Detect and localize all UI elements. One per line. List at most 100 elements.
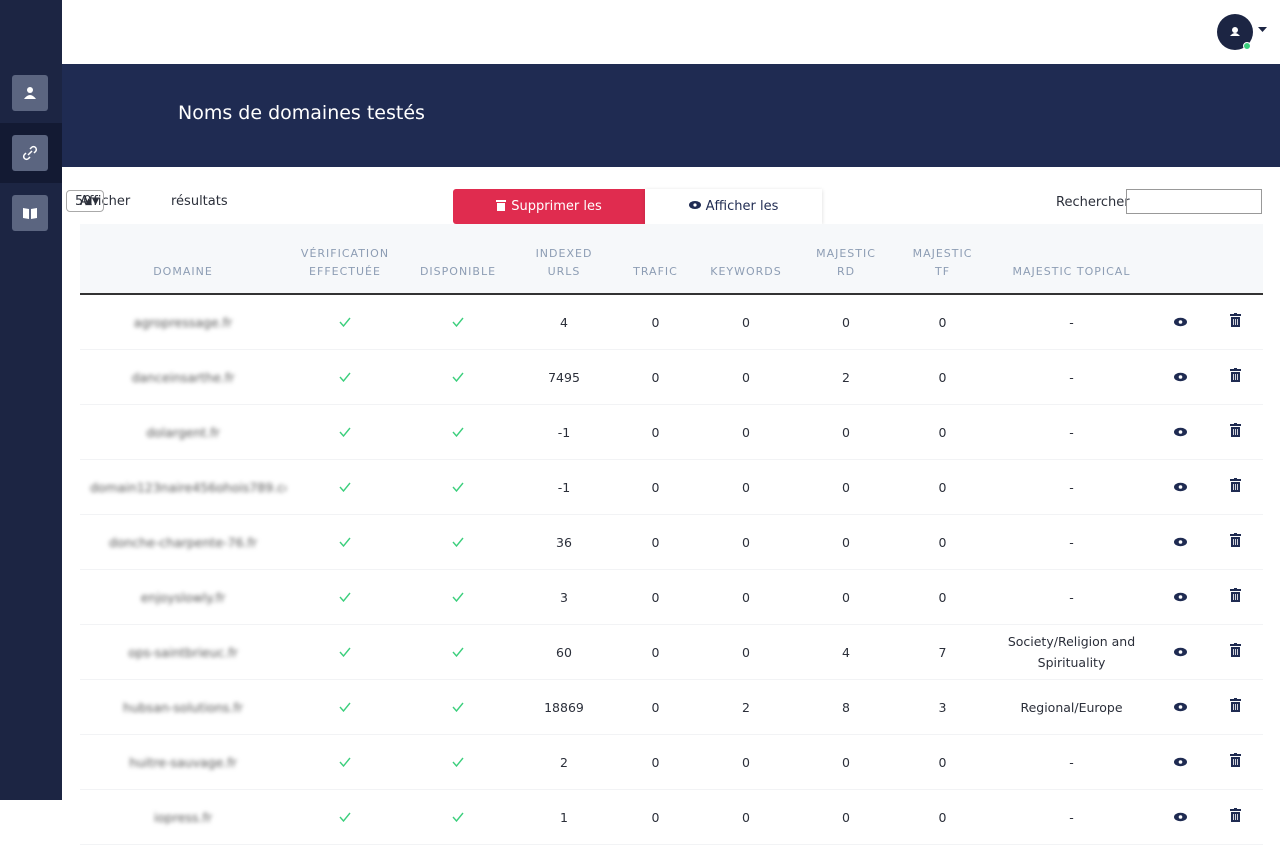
trafic-cell: 0 <box>616 679 695 735</box>
keywords-cell: 0 <box>695 349 797 405</box>
delete-button[interactable] <box>1208 514 1263 570</box>
topical-cell: Society/Religion and Spirituality <box>990 624 1153 680</box>
rd-cell: 8 <box>797 679 895 735</box>
user-avatar[interactable] <box>1217 14 1253 50</box>
tf-cell: 0 <box>895 569 990 625</box>
check-icon <box>452 537 464 547</box>
trash-icon <box>1230 697 1241 712</box>
topical-cell: - <box>990 404 1153 460</box>
domain-cell: enjoyslowly.fr <box>80 569 286 625</box>
tf-cell: 0 <box>895 349 990 405</box>
verified-cell <box>286 679 404 735</box>
view-button[interactable] <box>1153 569 1208 625</box>
verified-cell <box>286 349 404 405</box>
tf-cell: 0 <box>895 514 990 570</box>
page-title: Noms de domaines testés <box>178 102 425 124</box>
eye-icon <box>1174 317 1187 326</box>
table-row: enjoyslowly.fr 3 0 0 0 0- <box>80 569 1263 625</box>
view-button[interactable] <box>1153 349 1208 405</box>
domain-cell: danceinsarthe.fr <box>80 349 286 405</box>
table-row: donche-charpente-76.fr 36 0 0 0 0- <box>80 514 1263 570</box>
search-input[interactable] <box>1126 189 1262 214</box>
eye-icon <box>1174 372 1187 381</box>
column-header: TRAFIC <box>616 224 695 295</box>
indexed-cell: 4 <box>512 294 616 350</box>
view-button[interactable] <box>1153 624 1208 680</box>
table-body: agropressage.fr 4 0 0 0 0- danceinsarthe.fr 749… <box>80 294 1263 845</box>
rd-cell: 2 <box>797 349 895 405</box>
select-arrows: ▲▼ <box>85 197 99 207</box>
view-button[interactable] <box>1153 404 1208 460</box>
link-nav[interactable] <box>12 135 48 171</box>
verified-cell <box>286 404 404 460</box>
available-cell <box>404 404 512 460</box>
tf-cell: 3 <box>895 679 990 735</box>
verified-cell <box>286 514 404 570</box>
topical-cell: - <box>990 569 1153 625</box>
column-header: VÉRIFICATION EFFECTUÉE <box>286 224 404 295</box>
indexed-cell: 2 <box>512 734 616 790</box>
keywords-cell: 0 <box>695 514 797 570</box>
check-icon <box>339 317 351 327</box>
delete-button[interactable] <box>1208 349 1263 405</box>
check-icon <box>452 702 464 712</box>
user-nav[interactable] <box>12 75 48 111</box>
delete-button[interactable] <box>1208 294 1263 350</box>
view-button[interactable] <box>1153 294 1208 350</box>
indexed-cell: 1 <box>512 789 616 845</box>
check-icon <box>339 757 351 767</box>
avatar-icon <box>1230 27 1251 50</box>
verified-cell <box>286 734 404 790</box>
topical-cell: Regional/Europe <box>990 679 1153 735</box>
check-icon <box>452 317 464 327</box>
results-label: résultats <box>171 194 228 209</box>
verified-cell <box>286 789 404 845</box>
column-header: DOMAINE <box>80 224 286 295</box>
book-nav[interactable] <box>12 195 48 231</box>
show-unavailable-button[interactable]: Afficher les indisponibles <box>645 189 822 249</box>
delete-button[interactable] <box>1208 404 1263 460</box>
check-icon <box>339 537 351 547</box>
delete-button[interactable] <box>1208 459 1263 515</box>
table-row: iopress.fr 1 0 0 0 0- <box>80 789 1263 845</box>
view-button[interactable] <box>1153 514 1208 570</box>
available-cell <box>404 624 512 680</box>
domains-table: DOMAINE VÉRIFICATION EFFECTUÉE DISPONIBLE I… <box>80 224 1263 845</box>
eye-icon <box>1174 537 1187 546</box>
delete-button[interactable] <box>1208 734 1263 790</box>
check-icon <box>339 647 351 657</box>
eye-icon <box>1174 757 1187 766</box>
trash-icon <box>1230 477 1241 492</box>
trash-icon <box>1230 807 1241 822</box>
keywords-cell: 2 <box>695 679 797 735</box>
delete-button[interactable] <box>1208 624 1263 680</box>
keywords-cell: 0 <box>695 404 797 460</box>
domain-cell: donche-charpente-76.fr <box>80 514 286 570</box>
delete-unavailable-button[interactable]: Supprimer les indisponibles <box>453 189 645 249</box>
delete-button[interactable] <box>1208 679 1263 735</box>
tf-cell: 7 <box>895 624 990 680</box>
rd-cell: 0 <box>797 734 895 790</box>
available-cell <box>404 789 512 845</box>
view-button[interactable] <box>1153 734 1208 790</box>
trafic-cell: 0 <box>616 294 695 350</box>
trafic-cell: 0 <box>616 789 695 845</box>
check-icon <box>339 812 351 822</box>
check-icon <box>452 592 464 602</box>
page-size-select[interactable]: 50 ▲▼ <box>66 190 104 212</box>
domain-cell: dolargent.fr <box>80 404 286 460</box>
view-button[interactable] <box>1153 679 1208 735</box>
table-row: ops-saintbrieuc.fr 60 0 0 4 7 Society/Religion… <box>80 624 1263 680</box>
available-cell <box>404 679 512 735</box>
delete-button[interactable] <box>1208 569 1263 625</box>
check-icon <box>339 702 351 712</box>
available-cell <box>404 569 512 625</box>
view-button[interactable] <box>1153 459 1208 515</box>
view-button[interactable] <box>1153 789 1208 845</box>
domain-cell: domain123naire456ohois789.com <box>80 459 286 515</box>
dropdown-caret[interactable] <box>1258 27 1267 33</box>
domain-cell: iopress.fr <box>80 789 286 845</box>
link-icon <box>22 145 38 161</box>
delete-button[interactable] <box>1208 789 1263 845</box>
